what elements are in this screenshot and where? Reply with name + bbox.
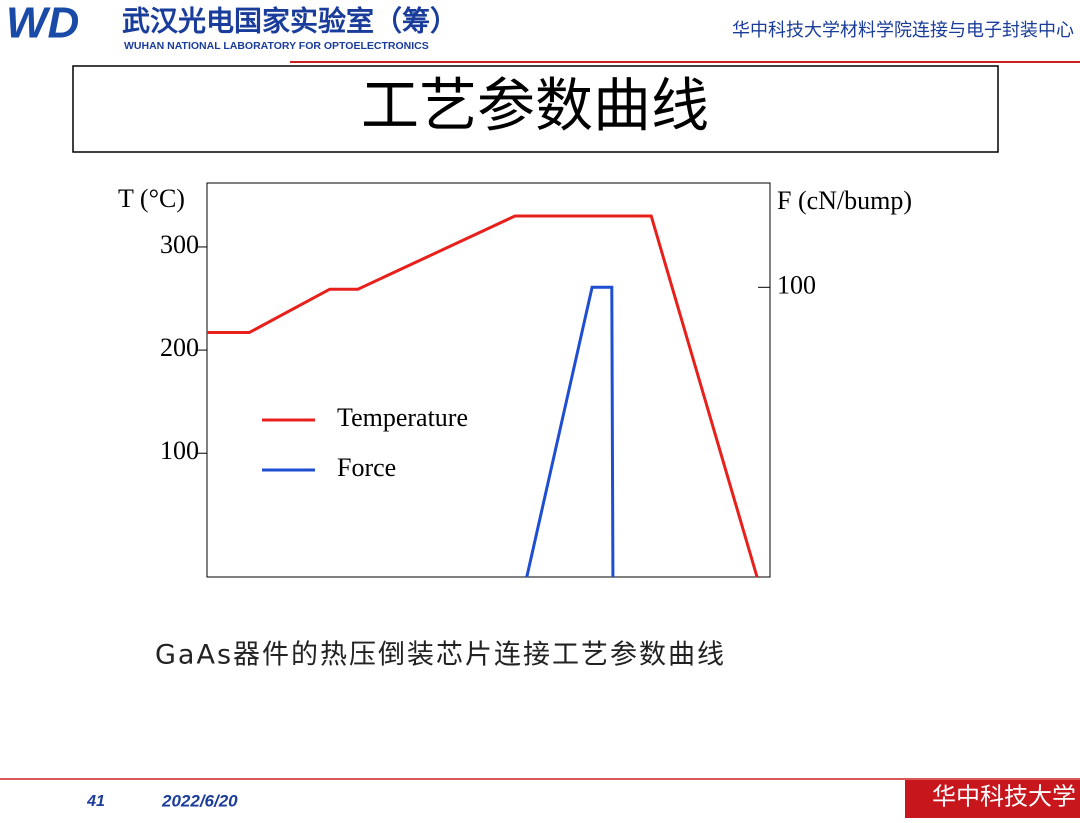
univ-banner	[905, 780, 1080, 818]
series-line	[525, 285, 615, 578]
lab-name: 武汉光电国家实验室（筹）	[122, 4, 458, 37]
page-number: 41	[86, 793, 105, 810]
date: 2022/6/20	[161, 791, 238, 810]
chart: T (°C) F (cN/bump) 100 200 300 100 Temperature…	[118, 182, 912, 578]
lab-name-en: WUHAN NATIONAL LABORATORY FOR OPTOELECTR…	[124, 40, 429, 52]
series-line	[207, 214, 759, 578]
title-box	[72, 65, 999, 153]
y2-axis-label: F (cN/bump)	[777, 186, 912, 215]
legend-label: Temperature	[337, 403, 468, 432]
y-tick-label: 200	[160, 333, 199, 362]
org-name: 华中科技大学材料学院连接与电子封装中心	[732, 20, 1074, 40]
slide-title: 工艺参数曲线	[361, 73, 709, 138]
plot-frame	[206, 182, 771, 578]
y-axis-label: T (°C)	[118, 184, 185, 213]
y-tick-label: 300	[160, 230, 199, 259]
y2-tick-label: 100	[777, 270, 816, 299]
logo: WD	[6, 0, 79, 48]
legend-label: Force	[337, 453, 396, 482]
caption: GaAs器件的热压倒装芯片连接工艺参数曲线	[155, 640, 726, 671]
y-tick-label: 100	[160, 436, 199, 465]
univ-name: 华中科技大学	[932, 784, 1076, 811]
